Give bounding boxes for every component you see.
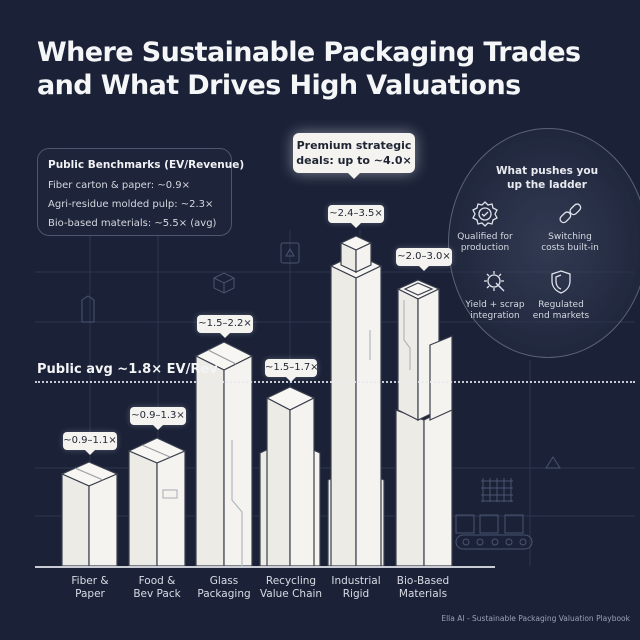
badge-check-icon xyxy=(472,201,498,227)
x-label-glass: Glass Packaging xyxy=(184,575,264,601)
x-label-line: Bio-Based xyxy=(396,575,450,587)
feature-switching: Switching costs built-in xyxy=(528,200,612,254)
feature-label: Regulated xyxy=(538,300,584,310)
x-label-food-bev: Food & Bev Pack xyxy=(117,575,197,601)
x-label-line: Packaging xyxy=(197,588,251,600)
x-label-bio-based: Bio-Based Materials xyxy=(383,575,463,601)
feature-label: end markets xyxy=(532,311,590,321)
chain-link-icon xyxy=(559,203,582,224)
range-label-bio-based: ~2.0–3.0× xyxy=(396,248,452,271)
feature-label: Yield + scrap xyxy=(465,300,525,310)
x-label-line: Bev Pack xyxy=(133,588,181,600)
benchmark-item: Agri-residue molded pulp: ~2.3× xyxy=(48,199,214,210)
x-label-recycling: Recycling Value Chain xyxy=(251,575,331,601)
title-line-2: and What Drives High Valuations xyxy=(37,70,521,101)
feature-qualified: Qualified for production xyxy=(443,200,527,254)
range-label-recycling: ~1.5–1.7× xyxy=(265,359,319,382)
ladder-title-line-1: What pushes you xyxy=(495,165,599,177)
x-label-industrial: Industrial Rigid xyxy=(316,575,396,601)
public-avg-line xyxy=(35,381,635,383)
shield-icon xyxy=(551,270,571,294)
x-label-line: Industrial xyxy=(331,575,381,587)
footer-credit: Ella AI - Sustainable Packaging Valuatio… xyxy=(441,614,630,623)
range-label-industrial: ~2.4–3.5× xyxy=(328,205,384,228)
x-label-line: Fiber & xyxy=(71,575,109,587)
benchmarks-heading: Public Benchmarks (EV/Revenue) xyxy=(48,159,245,171)
bar-food-bev xyxy=(127,437,187,567)
feature-label: production xyxy=(460,243,510,253)
range-label-glass: ~1.5–2.2× xyxy=(197,315,253,338)
x-label-line: Value Chain xyxy=(259,588,323,600)
ladder-title: What pushes you up the ladder xyxy=(472,164,622,192)
benchmark-item: Fiber carton & paper: ~0.9× xyxy=(48,180,190,191)
range-label-food-bev: ~0.9–1.3× xyxy=(130,407,186,430)
x-label-line: Recycling xyxy=(265,575,317,587)
premium-deals-callout: Premium strategic deals: up to ~4.0× xyxy=(293,133,415,179)
bar-bio-based xyxy=(395,279,453,567)
premium-line-1: Premium strategic xyxy=(296,139,412,152)
public-avg-label: Public avg ~1.8× EV/Rev xyxy=(37,362,218,377)
feature-yield: Yield + scrap integration xyxy=(453,268,537,322)
x-label-line: Rigid xyxy=(342,588,370,600)
range-label-fiber-paper: ~0.9–1.1× xyxy=(63,432,117,455)
feature-label: costs built-in xyxy=(541,243,599,253)
x-label-line: Paper xyxy=(75,588,105,600)
ladder-title-line-2: up the ladder xyxy=(507,179,587,191)
chart-baseline xyxy=(35,566,495,568)
premium-line-2: deals: up to ~4.0× xyxy=(296,154,412,167)
title-line-1: Where Sustainable Packaging Trades xyxy=(37,37,581,68)
x-label-line: Food & xyxy=(138,575,176,587)
x-label-line: Materials xyxy=(398,588,448,600)
public-benchmarks-box: Public Benchmarks (EV/Revenue) Fiber car… xyxy=(37,148,244,236)
bar-recycling xyxy=(259,386,321,567)
bar-industrial xyxy=(327,235,385,567)
ladder-circle xyxy=(448,128,640,358)
bar-fiber-paper xyxy=(60,461,119,567)
feature-label: Qualified for xyxy=(457,232,513,242)
gear-wrench-icon xyxy=(484,271,505,292)
bar-glass xyxy=(194,341,254,567)
page-title: Where Sustainable Packaging Trades and W… xyxy=(37,36,617,102)
feature-regulated: Regulated end markets xyxy=(519,268,603,322)
x-label-line: Glass xyxy=(209,575,239,587)
feature-label: Switching xyxy=(548,232,592,242)
x-label-fiber-paper: Fiber & Paper xyxy=(50,575,130,601)
feature-label: integration xyxy=(470,311,520,321)
benchmark-item: Bio-based materials: ~5.5× (avg) xyxy=(48,218,217,229)
